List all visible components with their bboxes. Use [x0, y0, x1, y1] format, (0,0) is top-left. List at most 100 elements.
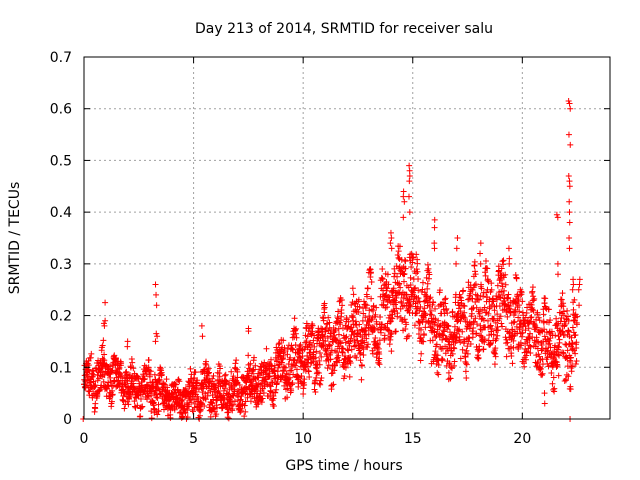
- data-point: [431, 245, 438, 252]
- data-point: [567, 141, 574, 148]
- data-point: [430, 299, 437, 306]
- data-point: [439, 356, 446, 363]
- data-point: [397, 284, 404, 291]
- data-point: [505, 245, 512, 252]
- data-point: [158, 391, 165, 398]
- data-point: [523, 349, 530, 356]
- data-point: [316, 349, 323, 356]
- data-point: [333, 349, 340, 356]
- data-point: [373, 304, 380, 311]
- data-point: [250, 366, 257, 373]
- data-point: [477, 250, 484, 257]
- data-point: [304, 352, 311, 359]
- y-axis-tick-labels: 0 0.1 0.2 0.3 0.4 0.5 0.6 0.7: [50, 50, 72, 428]
- data-point: [495, 327, 502, 334]
- data-point: [314, 334, 321, 341]
- data-point: [154, 333, 161, 340]
- data-point: [440, 327, 447, 334]
- y-tick-label: 0: [63, 412, 72, 428]
- data-point: [316, 357, 323, 364]
- data-point: [415, 276, 422, 283]
- data-point: [454, 235, 461, 241]
- data-point: [362, 314, 369, 321]
- data-point: [451, 358, 458, 365]
- data-point: [541, 390, 548, 397]
- data-point: [403, 321, 410, 328]
- data-point: [523, 309, 530, 316]
- data-point: [463, 360, 470, 367]
- data-point: [426, 271, 433, 278]
- data-point: [546, 337, 553, 344]
- data-point: [554, 214, 561, 221]
- data-point: [284, 385, 291, 392]
- data-point: [335, 352, 342, 359]
- data-point: [400, 214, 407, 221]
- data-point: [337, 340, 344, 347]
- data-point: [324, 353, 331, 360]
- data-point: [286, 374, 293, 381]
- data-point: [431, 216, 438, 223]
- data-point: [507, 309, 514, 316]
- data-point: [329, 382, 336, 389]
- data-point: [259, 395, 266, 402]
- data-point: [469, 287, 476, 294]
- data-point: [326, 342, 333, 349]
- data-point: [375, 359, 382, 366]
- data-point: [413, 266, 420, 273]
- data-point: [175, 377, 182, 384]
- data-point: [295, 353, 302, 360]
- axis-ticks: [83, 56, 610, 420]
- data-point: [237, 396, 244, 403]
- x-tick-label: 20: [513, 431, 531, 447]
- data-point: [565, 328, 572, 335]
- data-point: [127, 372, 134, 379]
- data-point: [488, 280, 495, 287]
- data-point: [153, 330, 160, 337]
- data-point: [309, 322, 316, 329]
- data-point: [464, 350, 471, 357]
- data-point: [123, 370, 130, 377]
- data-point: [491, 361, 498, 368]
- data-point: [569, 324, 576, 331]
- data-point: [341, 372, 348, 379]
- data-point: [394, 273, 401, 280]
- data-point: [92, 400, 99, 407]
- data-point: [474, 321, 481, 328]
- data-point: [342, 334, 349, 341]
- data-point: [276, 340, 283, 347]
- data-point: [510, 344, 517, 351]
- data-point: [253, 403, 260, 410]
- data-point: [576, 281, 583, 288]
- data-point: [518, 289, 525, 296]
- data-point: [223, 378, 230, 385]
- data-point: [319, 326, 326, 333]
- data-point: [278, 359, 285, 366]
- data-point: [570, 276, 577, 283]
- data-point: [400, 278, 407, 285]
- data-point: [555, 344, 562, 351]
- data-point: [326, 342, 333, 349]
- data-point: [273, 386, 280, 393]
- data-point: [499, 291, 506, 298]
- data-point: [502, 334, 509, 341]
- data-point: [339, 302, 346, 309]
- data-point: [480, 317, 487, 324]
- data-point: [358, 362, 365, 369]
- data-point: [565, 97, 572, 104]
- data-point: [527, 330, 534, 337]
- data-point: [515, 314, 522, 321]
- data-point: [269, 379, 276, 386]
- data-point: [392, 328, 399, 335]
- data-point: [124, 343, 131, 350]
- data-point: [363, 302, 370, 309]
- y-tick-label: 0.6: [50, 102, 72, 118]
- data-point: [241, 402, 248, 409]
- data-point: [482, 258, 489, 265]
- data-point: [281, 382, 288, 389]
- data-point: [270, 395, 277, 402]
- data-point: [565, 317, 572, 324]
- data-point: [516, 302, 523, 309]
- data-point: [238, 393, 245, 400]
- data-point: [499, 283, 506, 290]
- data-point: [572, 360, 579, 367]
